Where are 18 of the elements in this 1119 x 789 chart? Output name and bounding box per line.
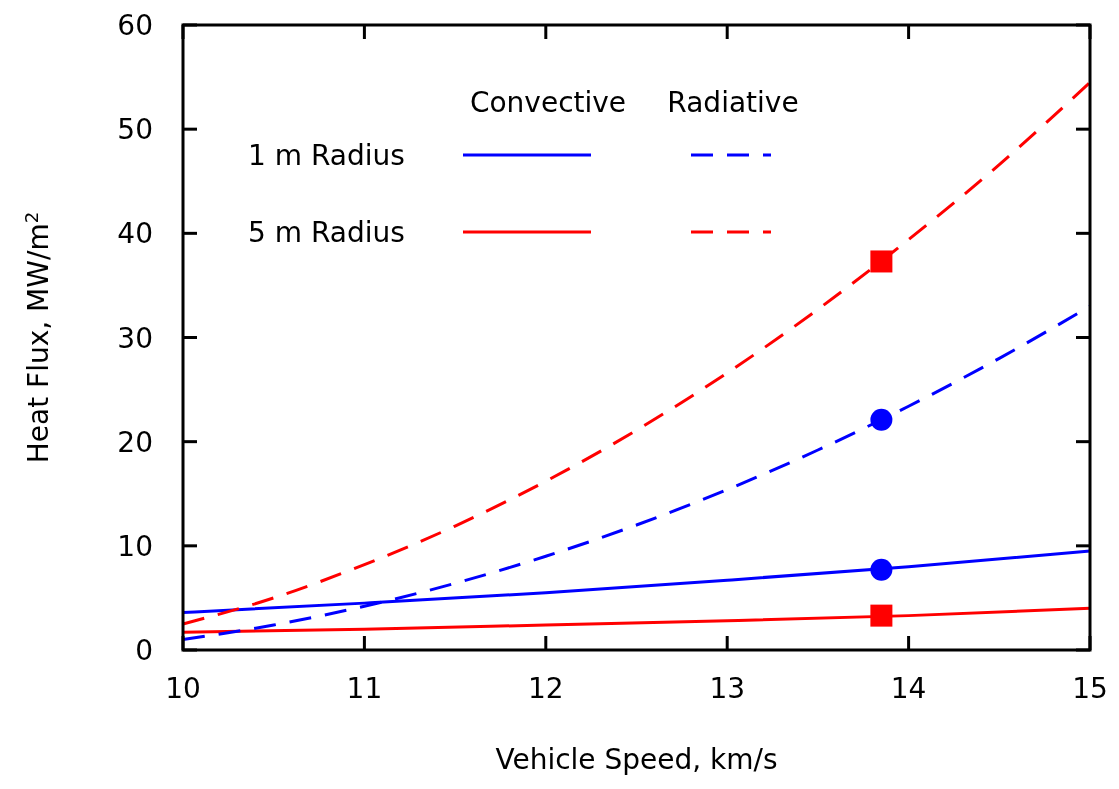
x-tick-label: 10 [165,672,201,705]
x-tick-label: 15 [1072,672,1108,705]
y-tick-label: 60 [117,9,153,42]
x-axis-title: Vehicle Speed, km/s [495,743,778,776]
x-tick-label: 12 [527,672,564,705]
y-tick-label: 50 [117,113,153,147]
y-tick-label: 30 [117,321,153,355]
y-tick-label: 0 [135,634,153,667]
y-tick-label: 20 [117,425,153,459]
x-tick-label: 11 [346,672,383,705]
annotation: Radiative [667,86,799,119]
x-tick-label: 13 [709,672,746,705]
y-tick-label: 40 [117,217,153,251]
legend-label: 1 m Radius [248,139,405,172]
annotation: Convective [469,86,627,119]
legend-label: 5 m Radius [248,216,405,249]
y-tick-label: 10 [117,529,153,563]
x-tick-label: 14 [890,672,927,705]
